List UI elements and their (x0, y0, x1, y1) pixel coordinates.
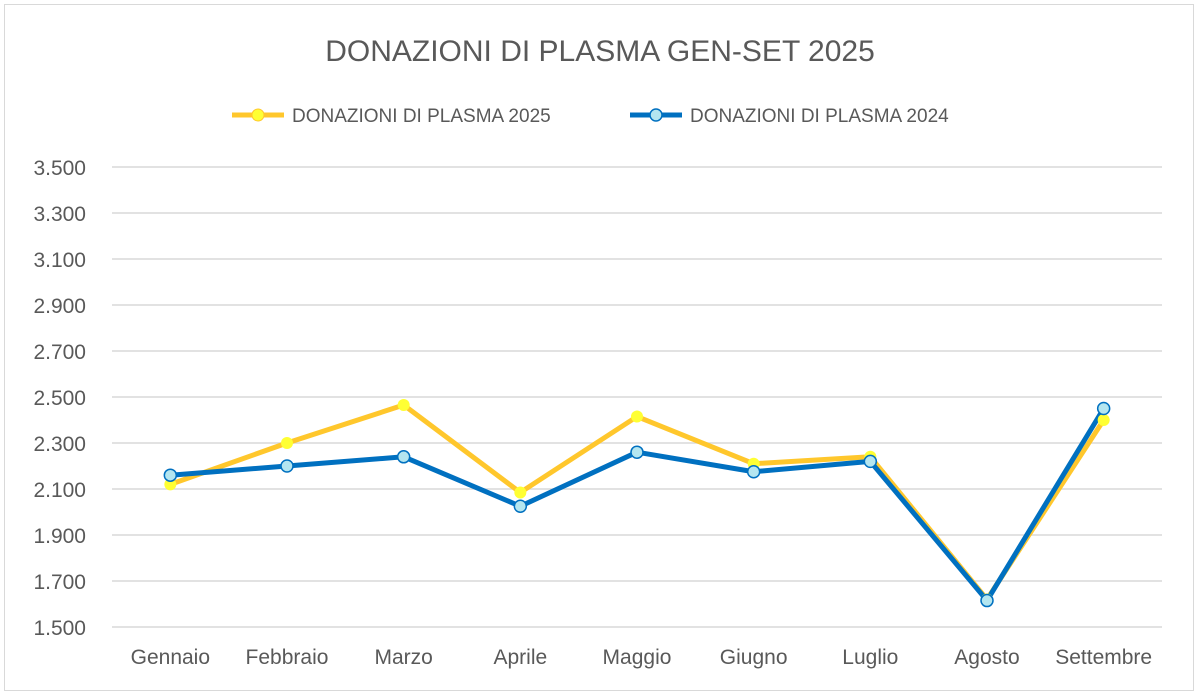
y-tick-1500: 1.500 (33, 617, 86, 640)
series-1-point-marzo (396, 450, 411, 464)
legend-label-2024: DONAZIONI DI PLASMA 2024 (690, 106, 949, 127)
series-0-point-maggio (631, 410, 643, 423)
x-tick-gennaio: Gennaio (131, 646, 210, 669)
x-tick-luglio: Luglio (842, 646, 898, 669)
y-tick-2100: 2.100 (33, 479, 86, 502)
series-1-point-febbraio (280, 459, 294, 473)
y-axis-ticks: 1.500 1.700 1.900 2.100 2.300 2.500 2.700 2.900… (33, 157, 86, 640)
series-1-point-settembre (1096, 401, 1111, 416)
x-tick-febbraio: Febbraio (246, 646, 329, 669)
series-1-point-gennaio (163, 468, 178, 482)
series-1-point-luglio (863, 454, 878, 469)
series-0-point-febbraio (281, 437, 293, 449)
legend-marker-2024 (649, 108, 663, 122)
y-tick-2900: 2.900 (33, 295, 86, 318)
y-tick-3300: 3.300 (33, 203, 86, 226)
y-tick-2700: 2.700 (33, 341, 86, 364)
legend: DONAZIONI DI PLASMA 2025 DONAZIONI DI PL… (232, 106, 949, 127)
x-tick-giugno: Giugno (720, 646, 788, 669)
series-1-point-aprile (513, 499, 528, 513)
y-tick-2300: 2.300 (33, 433, 86, 456)
y-tick-3500: 3.500 (33, 157, 86, 180)
series (163, 399, 1111, 608)
series-1-point-agosto (980, 593, 994, 608)
series-1-point-giugno (746, 465, 761, 479)
x-tick-agosto: Agosto (954, 646, 1019, 669)
series-1-point-maggio (630, 445, 644, 459)
chart-title: DONAZIONI DI PLASMA GEN-SET 2025 (325, 35, 875, 68)
chart-frame (4, 4, 1194, 691)
series-0-point-gennaio (164, 478, 177, 491)
y-tick-2500: 2.500 (33, 387, 86, 410)
y-tick-3100: 3.100 (33, 249, 86, 272)
y-tick-1700: 1.700 (33, 571, 86, 594)
x-tick-aprile: Aprile (493, 646, 547, 669)
gridlines (112, 166, 1162, 628)
x-tick-maggio: Maggio (603, 646, 672, 669)
series-0-point-aprile (514, 486, 527, 499)
series-0-point-marzo (397, 399, 410, 412)
x-tick-marzo: Marzo (374, 646, 432, 669)
legend-item-2025: DONAZIONI DI PLASMA 2025 (232, 106, 551, 127)
series-0-point-settembre (1097, 414, 1110, 426)
y-tick-1900: 1.900 (33, 525, 86, 548)
legend-item-2024: DONAZIONI DI PLASMA 2024 (630, 106, 949, 127)
x-tick-settembre: Settembre (1055, 646, 1152, 669)
x-axis-ticks: Gennaio Febbraio Marzo Aprile Maggio Giugno Lu… (131, 646, 1152, 669)
legend-marker-2025 (251, 108, 265, 122)
legend-label-2025: DONAZIONI DI PLASMA 2025 (292, 106, 551, 127)
